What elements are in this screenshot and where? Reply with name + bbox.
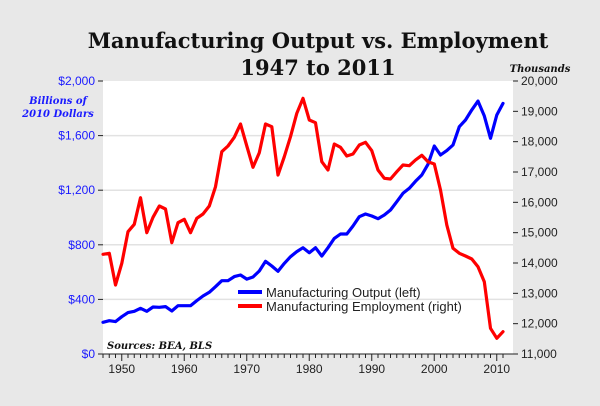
legend-label-output: Manufacturing Output (left) xyxy=(266,285,421,300)
right-tick-label: 20,000 xyxy=(521,74,558,88)
left-axis-label-line1: Billions of xyxy=(28,96,88,107)
left-tick-label: $2,000 xyxy=(58,74,95,88)
left-tick-label: $0 xyxy=(82,347,96,361)
right-tick-label: 15,000 xyxy=(521,226,558,240)
chart-subtitle: 1947 to 2011 xyxy=(240,55,395,80)
x-tick-label: 1960 xyxy=(171,362,198,376)
x-tick-label: 1950 xyxy=(108,362,135,376)
right-tick-label: 14,000 xyxy=(521,256,558,270)
right-tick-label: 12,000 xyxy=(521,317,558,331)
series-line-employment xyxy=(101,96,505,340)
right-axis-label: Thousands xyxy=(510,64,571,75)
left-axis-label-line2: 2010 Dollars xyxy=(21,109,94,120)
x-tick-label: 1980 xyxy=(296,362,323,376)
x-tick-label: 2010 xyxy=(483,362,510,376)
right-tick-label: 17,000 xyxy=(521,165,558,179)
chart-title: Manufacturing Output vs. Employment xyxy=(88,28,549,53)
x-tick-label: 1990 xyxy=(358,362,385,376)
x-tick-label: 1970 xyxy=(233,362,260,376)
left-tick-label: $400 xyxy=(68,292,95,306)
right-tick-label: 19,000 xyxy=(521,104,558,118)
right-tick-label: 13,000 xyxy=(521,286,558,300)
right-tick-label: 11,000 xyxy=(521,347,557,361)
left-tick-label: $1,600 xyxy=(58,129,95,143)
left-tick-label: $1,200 xyxy=(58,183,95,197)
legend: Manufacturing Output (left) Manufacturin… xyxy=(238,285,462,314)
legend-label-employment: Manufacturing Employment (right) xyxy=(266,299,462,314)
right-tick-label: 18,000 xyxy=(521,135,558,149)
source-note: Sources: BEA, BLS xyxy=(107,341,212,352)
series-line-output xyxy=(101,99,505,324)
x-tick-label: 2000 xyxy=(421,362,448,376)
left-tick-label: $800 xyxy=(68,238,95,252)
right-tick-label: 16,000 xyxy=(521,195,558,209)
